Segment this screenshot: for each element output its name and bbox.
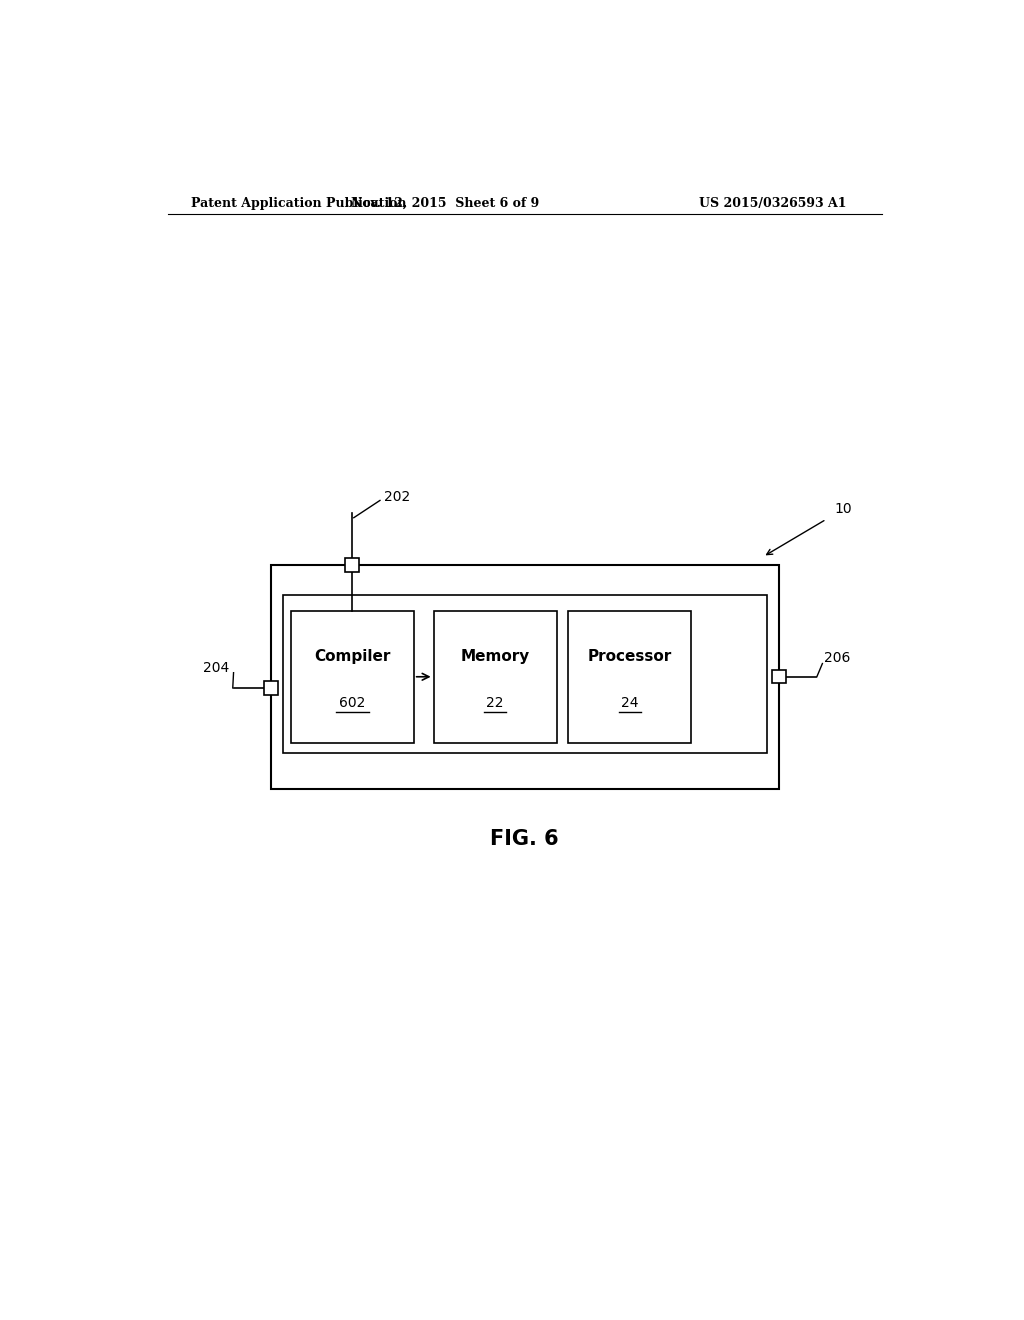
Bar (270, 565, 779, 788)
Bar (345, 558, 359, 572)
Text: 202: 202 (384, 490, 411, 504)
Bar (264, 681, 278, 694)
Text: FIG. 6: FIG. 6 (490, 829, 559, 849)
Text: 206: 206 (824, 652, 850, 665)
Text: 10: 10 (835, 502, 852, 516)
Bar (772, 671, 785, 684)
Bar (283, 595, 767, 752)
Text: Processor: Processor (588, 649, 672, 664)
Text: Nov. 12, 2015  Sheet 6 of 9: Nov. 12, 2015 Sheet 6 of 9 (351, 197, 540, 210)
Text: 24: 24 (622, 696, 639, 710)
Text: Memory: Memory (461, 649, 529, 664)
Text: US 2015/0326593 A1: US 2015/0326593 A1 (699, 197, 847, 210)
Text: 204: 204 (204, 660, 229, 675)
Bar (568, 611, 691, 743)
Bar (291, 611, 414, 743)
Text: 22: 22 (486, 696, 504, 710)
Bar (433, 611, 557, 743)
Text: 602: 602 (339, 696, 366, 710)
Text: Patent Application Publication: Patent Application Publication (191, 197, 407, 210)
Text: Compiler: Compiler (314, 649, 390, 664)
